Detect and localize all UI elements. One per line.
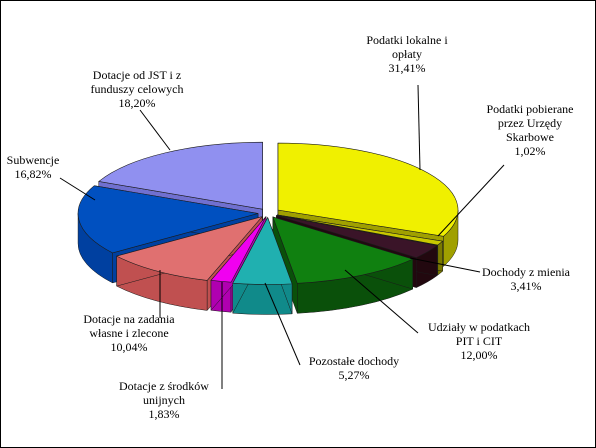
- slice-label: Dotacje z środków unijnych 1,83%: [119, 379, 209, 421]
- slice-label: Udziały w podatkach PIT i CIT 12,00%: [428, 320, 530, 362]
- pie-slice: [276, 215, 438, 258]
- pie-slice: [277, 142, 459, 237]
- slice-label: Pozostałe dochody 5,27%: [308, 354, 400, 382]
- leader-line: [344, 269, 419, 334]
- leader-line: [417, 84, 421, 171]
- leader-line: [409, 257, 481, 273]
- pie-slice: [277, 214, 444, 246]
- leader-line: [264, 282, 301, 366]
- pie-slice: [77, 185, 259, 254]
- pie-slice: [210, 216, 267, 283]
- slice-label: Dochody z mienia 3,41%: [482, 265, 570, 293]
- slice-label: Subwencje 16,82%: [6, 153, 60, 181]
- leader-line: [139, 109, 171, 151]
- pie-slice: [272, 216, 414, 284]
- pie-slice: [232, 216, 293, 285]
- slice-label: Dotacje na zadania własne i zlecone 10,0…: [83, 312, 175, 354]
- leader-line: [437, 164, 505, 237]
- slice-label: Dotacje od JST i z funduszy celowych 18,…: [90, 68, 184, 110]
- leader-line: [59, 177, 96, 201]
- pie-slice: [115, 216, 264, 281]
- pie-slice: [98, 141, 263, 210]
- slice-label: Podatki pobierane przez Urzędy Skarbowe …: [486, 102, 574, 158]
- slice-label: Podatki lokalne i opłaty 31,41%: [366, 33, 448, 75]
